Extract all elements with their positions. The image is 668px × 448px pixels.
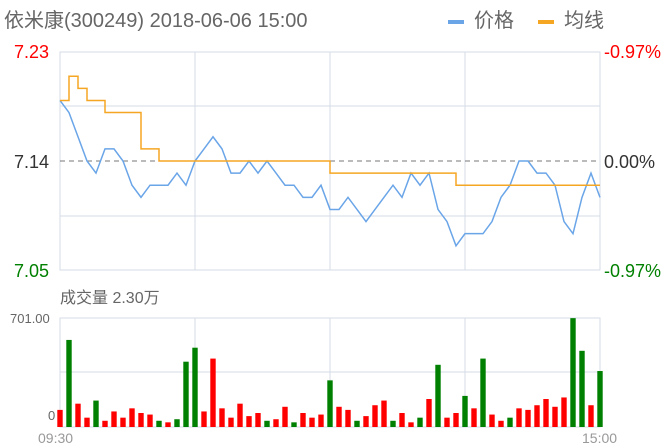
volume-bar bbox=[66, 339, 72, 427]
volume-bar bbox=[75, 403, 81, 427]
volume-bar bbox=[408, 422, 414, 427]
volume-bar bbox=[552, 406, 558, 427]
average-line bbox=[60, 75, 600, 186]
volume-bar bbox=[318, 414, 324, 427]
volume-bar bbox=[174, 419, 180, 427]
volume-bar bbox=[489, 414, 495, 427]
volume-bar bbox=[210, 358, 216, 427]
volume-bar bbox=[264, 420, 270, 427]
volume-bar bbox=[309, 417, 315, 427]
volume-bar bbox=[363, 416, 369, 427]
y-tick-left-mid: 7.14 bbox=[14, 152, 50, 172]
volume-bar bbox=[588, 405, 594, 427]
legend-price-swatch bbox=[448, 19, 464, 24]
volume-bar bbox=[228, 417, 234, 427]
chart-title: 依米康(300249) 2018-06-06 15:00 bbox=[4, 10, 308, 32]
volume-bar bbox=[354, 420, 360, 427]
volume-bar bbox=[345, 409, 351, 427]
volume-bar bbox=[93, 400, 99, 427]
volume-bar bbox=[138, 413, 144, 427]
volume-tick-top: 701.00 bbox=[10, 311, 50, 326]
volume-bar bbox=[426, 399, 432, 427]
volume-bar bbox=[129, 408, 135, 427]
volume-bar bbox=[327, 380, 333, 427]
volume-bar bbox=[156, 420, 162, 427]
y-tick-right-mid: 0.00% bbox=[604, 152, 656, 172]
volume-bar bbox=[498, 420, 504, 427]
legend-price[interactable]: 价格 bbox=[448, 4, 514, 33]
volume-bar bbox=[246, 416, 252, 427]
volume-bar bbox=[561, 397, 567, 427]
volume-bar bbox=[390, 420, 396, 427]
x-tick-start: 09:30 bbox=[38, 430, 74, 446]
volume-bar bbox=[453, 413, 459, 427]
volume-bar bbox=[201, 411, 207, 427]
y-tick-right-top: -0.97% bbox=[604, 42, 662, 62]
volume-bar bbox=[417, 417, 423, 427]
y-tick-left-bottom: 7.05 bbox=[14, 261, 50, 281]
volume-bar bbox=[372, 405, 378, 427]
volume-bar bbox=[102, 420, 108, 427]
volume-bar bbox=[570, 318, 576, 427]
volume-bar bbox=[579, 350, 585, 427]
volume-bar bbox=[462, 395, 468, 427]
volume-bar bbox=[471, 408, 477, 427]
volume-title: 成交量 2.30万 bbox=[60, 290, 160, 307]
volume-bar bbox=[444, 417, 450, 427]
volume-bar bbox=[120, 417, 126, 427]
volume-bar bbox=[543, 399, 549, 427]
y-tick-left-top: 7.23 bbox=[14, 42, 50, 62]
volume-bar bbox=[399, 413, 405, 427]
volume-bar bbox=[300, 413, 306, 427]
volume-bar bbox=[111, 411, 117, 427]
volume-bar bbox=[435, 364, 441, 427]
y-tick-right-bottom: -0.97% bbox=[604, 261, 662, 281]
x-tick-end: 15:00 bbox=[582, 430, 618, 446]
volume-bar bbox=[273, 419, 279, 427]
volume-bar bbox=[597, 371, 603, 427]
volume-bar bbox=[480, 358, 486, 427]
volume-bar bbox=[237, 403, 243, 427]
volume-bar bbox=[219, 408, 225, 427]
legend-price-label: 价格 bbox=[474, 10, 514, 32]
volume-bar bbox=[183, 361, 189, 427]
volume-bar bbox=[192, 347, 198, 427]
volume-bar bbox=[534, 405, 540, 427]
volume-bar bbox=[282, 406, 288, 427]
legend-avg[interactable]: 均线 bbox=[538, 4, 604, 33]
legend-avg-swatch bbox=[538, 19, 554, 24]
volume-bar bbox=[525, 409, 531, 427]
volume-bar bbox=[84, 417, 90, 427]
volume-bar bbox=[57, 409, 63, 427]
volume-tick-zero: 0 bbox=[48, 408, 56, 423]
legend-avg-label: 均线 bbox=[564, 10, 604, 32]
volume-bar bbox=[507, 417, 513, 427]
volume-bar bbox=[165, 422, 171, 427]
volume-bar bbox=[336, 406, 342, 427]
volume-bar bbox=[381, 400, 387, 427]
volume-bar bbox=[516, 408, 522, 427]
volume-bar bbox=[291, 422, 297, 427]
volume-bar bbox=[147, 414, 153, 427]
volume-bar bbox=[255, 413, 261, 427]
